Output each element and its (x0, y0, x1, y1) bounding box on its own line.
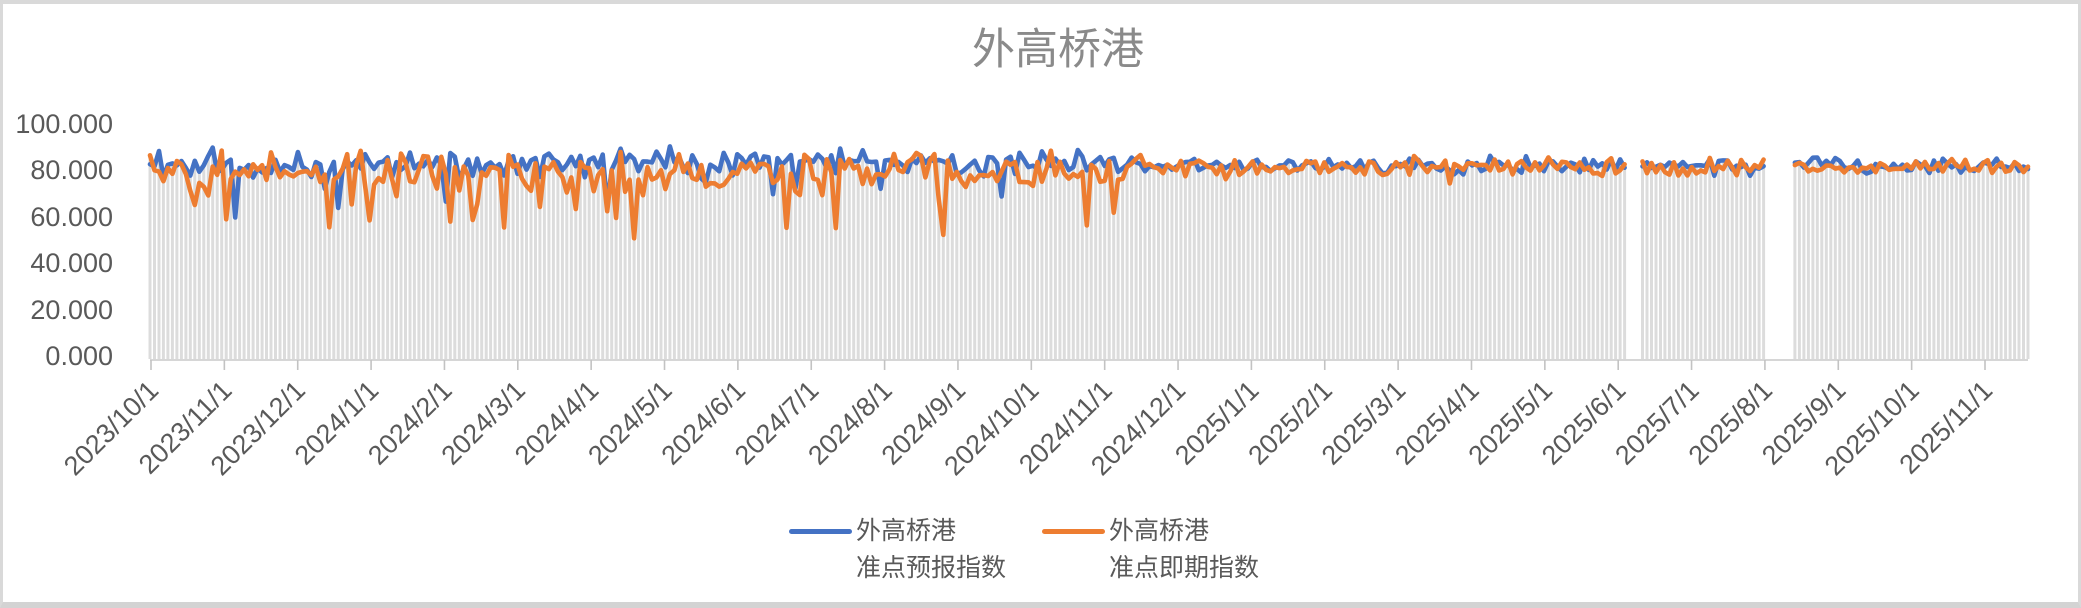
chart-title: 外高桥港 (972, 26, 1144, 74)
y-axis-label: 0.000 (45, 341, 113, 371)
legend-label-spot-line1: 外高桥港 (1109, 517, 1210, 545)
legend-swatch-spot (1042, 529, 1105, 534)
legend-label-forecast-line2: 准点预报指数 (856, 554, 1007, 582)
y-axis-label: 60.000 (30, 201, 113, 232)
plot-area: 2023/10/12023/11/12023/12/12024/1/12024/… (58, 144, 2031, 481)
legend-swatch-forecast (789, 529, 852, 534)
legend-label-forecast: 外高桥港 准点预报指数 (856, 513, 1006, 587)
legend-label-spot-line2: 准点即期指数 (1109, 554, 1260, 582)
legend: 外高桥港 准点预报指数 外高桥港 准点即期指数 (789, 513, 1259, 587)
y-axis-label: 80.000 (30, 155, 113, 186)
y-axis-label: 20.000 (30, 294, 113, 325)
legend-item-spot-index: 外高桥港 准点即期指数 (1042, 513, 1259, 587)
legend-label-spot: 外高桥港 准点即期指数 (1109, 513, 1259, 587)
legend-item-forecast-index: 外高桥港 准点预报指数 (789, 513, 1042, 587)
legend-label-forecast-line1: 外高桥港 (856, 517, 957, 545)
series-line-1 (147, 148, 2031, 241)
y-axis-label: 40.000 (30, 248, 113, 279)
y-axis-label: 100.000 (15, 109, 113, 139)
